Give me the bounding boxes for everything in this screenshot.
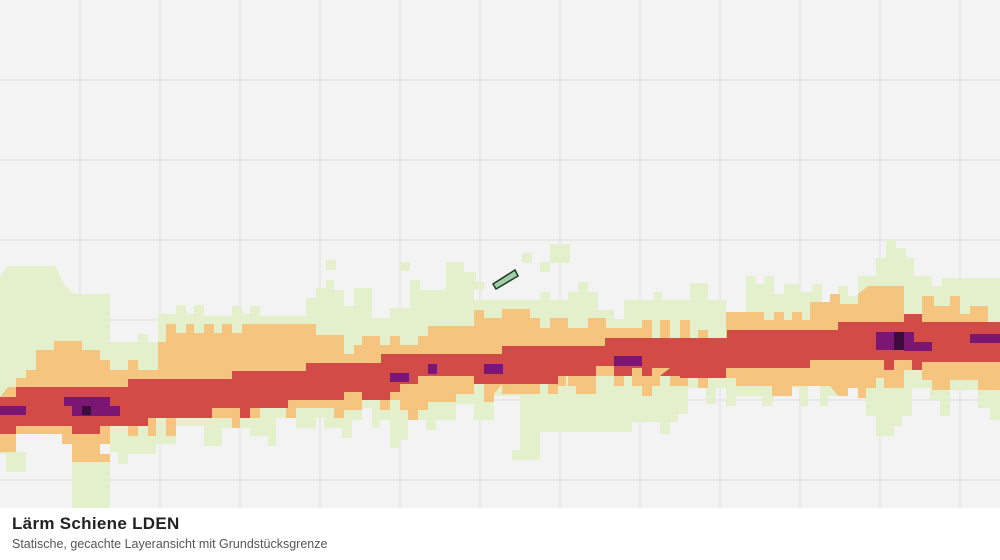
- caption: Lärm Schiene LDEN Statische, gecachte La…: [0, 508, 1000, 560]
- noise-zone-extreme: [82, 332, 904, 415]
- map-subtitle: Statische, gecachte Layeransicht mit Gru…: [12, 537, 328, 551]
- property-boundary[interactable]: [491, 268, 519, 291]
- map-view: [0, 0, 1000, 508]
- map-title: Lärm Schiene LDEN: [12, 514, 180, 533]
